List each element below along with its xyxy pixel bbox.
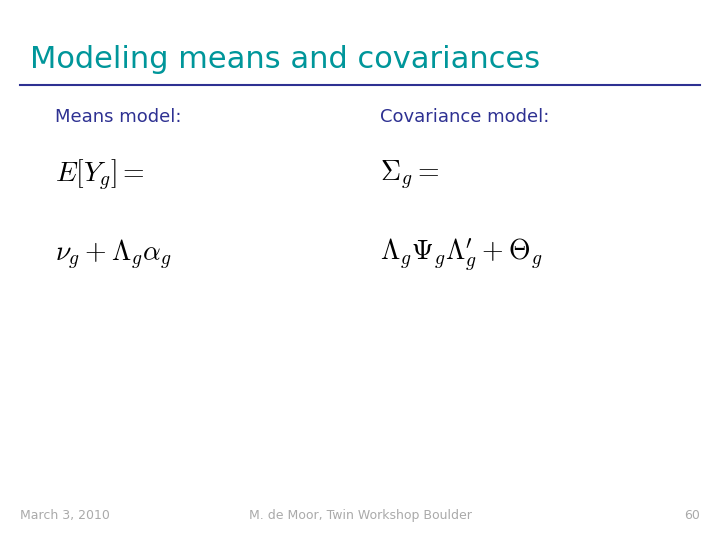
Text: M. de Moor, Twin Workshop Boulder: M. de Moor, Twin Workshop Boulder bbox=[248, 509, 472, 522]
Text: March 3, 2010: March 3, 2010 bbox=[20, 509, 110, 522]
Text: $\Sigma_g =$: $\Sigma_g =$ bbox=[380, 158, 439, 192]
Text: Means model:: Means model: bbox=[55, 108, 181, 126]
Text: Modeling means and covariances: Modeling means and covariances bbox=[30, 45, 540, 74]
Text: $\nu_g + \Lambda_g \alpha_g$: $\nu_g + \Lambda_g \alpha_g$ bbox=[55, 238, 171, 272]
Text: $\Lambda_g \Psi_g \Lambda_g^\prime + \Theta_g$: $\Lambda_g \Psi_g \Lambda_g^\prime + \Th… bbox=[380, 236, 542, 274]
Text: $E[Y_g] =$: $E[Y_g] =$ bbox=[55, 157, 145, 193]
Text: Covariance model:: Covariance model: bbox=[380, 108, 549, 126]
Text: 60: 60 bbox=[684, 509, 700, 522]
